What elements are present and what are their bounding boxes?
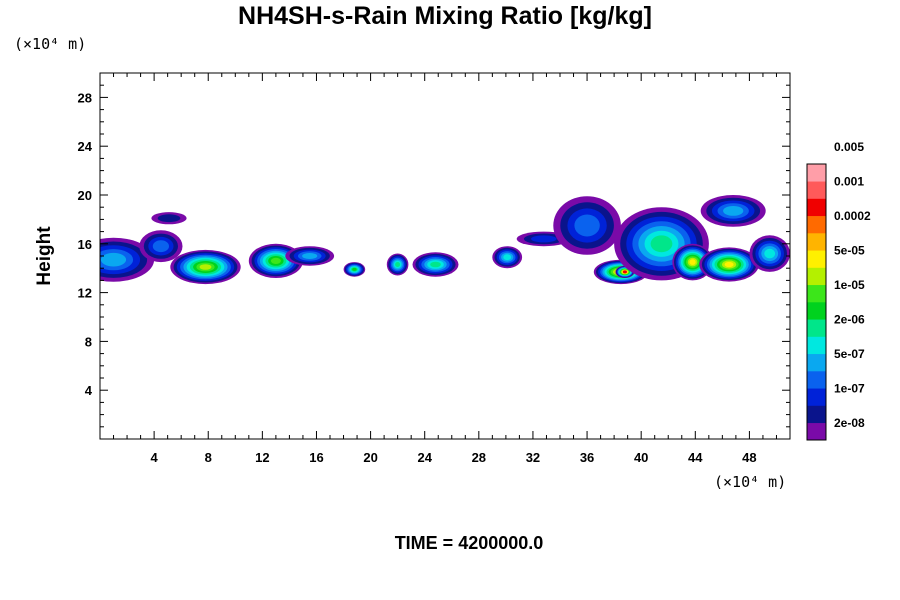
cloud-feature: [700, 195, 766, 227]
cloud-feature: [492, 246, 523, 269]
contour-level-9: [199, 264, 212, 270]
x-tick-label: 44: [688, 450, 703, 465]
contour-level-8: [270, 257, 281, 264]
colorbar-label: 0.001: [834, 174, 864, 188]
contour-level-5: [503, 254, 512, 261]
contour-level-2: [531, 235, 557, 243]
colorbar-label: 0.005: [834, 140, 864, 154]
contour-level-13: [622, 270, 627, 274]
x-tick-label: 8: [205, 450, 212, 465]
colorbar-swatch: [807, 250, 826, 268]
contour-level-4: [100, 252, 127, 267]
y-axis-label: Height: [34, 226, 55, 286]
y-tick-label: 16: [78, 237, 92, 252]
colorbar-swatch: [807, 353, 826, 372]
colorbar-swatch: [807, 405, 826, 424]
cloud-feature: [248, 243, 303, 278]
cloud-feature: [151, 212, 187, 225]
cloud-feature: [170, 249, 241, 285]
contour-level-10: [689, 259, 696, 265]
y-axis-ticks: 4 8 12 16 20 24 28: [78, 84, 790, 428]
y-tick-label: 8: [85, 334, 92, 349]
contour-level-4: [723, 206, 744, 216]
contour-level-5: [764, 248, 776, 259]
colorbar-swatch: [807, 388, 826, 406]
contour-level-1: [157, 214, 181, 223]
y-tick-label: 20: [78, 188, 92, 203]
colorbar-label: 0.0002: [834, 209, 871, 223]
colorbar-swatch: [807, 198, 826, 217]
colorbar-swatch: [807, 371, 826, 389]
x-tick-label: 32: [526, 450, 540, 465]
x-tick-label: 48: [742, 450, 756, 465]
colorbar-label: 1e-07: [834, 381, 865, 395]
x-axis-ticks: 4 8 12 16 20 24 28 32 36 40 44 48: [113, 73, 777, 465]
cloud-feature: [516, 231, 571, 247]
time-label: TIME = 4200000.0: [395, 533, 544, 553]
chart-title: NH4SH-s-Rain Mixing Ratio [kg/kg]: [238, 2, 652, 30]
contour-level-10: [724, 261, 734, 268]
colorbar-label: 2e-06: [834, 312, 865, 326]
colorbar-swatch: [807, 319, 826, 337]
y-tick-label: 24: [78, 139, 93, 154]
x-tick-label: 28: [472, 450, 486, 465]
colorbar-swatch: [807, 336, 826, 355]
colorbar-swatch: [807, 422, 826, 441]
x-tick-label: 16: [309, 450, 323, 465]
cloud-feature: [343, 262, 366, 277]
x-unit-label: (×10⁴ m): [714, 473, 786, 491]
cloud-feature: [100, 237, 155, 282]
colorbar-label: 1e-05: [834, 278, 865, 292]
contour-level-6: [395, 262, 401, 267]
contour-level-3: [152, 240, 169, 253]
contour-level-7: [352, 267, 357, 271]
colorbar-swatch: [807, 215, 826, 234]
colorbar-label: 5e-05: [834, 243, 865, 257]
x-tick-label: 4: [151, 450, 159, 465]
mixing-ratio-field: [100, 195, 790, 285]
cloud-feature: [285, 246, 335, 266]
cloud-feature: [699, 247, 759, 282]
y-unit-label: (×10⁴ m): [14, 35, 86, 53]
contour-level-6: [650, 235, 673, 253]
x-tick-label: 36: [580, 450, 594, 465]
colorbar-swatch: [807, 302, 826, 320]
colorbar-swatch: [807, 267, 826, 286]
colorbar-swatch: [807, 284, 826, 303]
x-tick-label: 12: [255, 450, 269, 465]
x-tick-label: 40: [634, 450, 648, 465]
y-tick-label: 4: [85, 383, 93, 398]
cloud-feature: [386, 253, 409, 276]
x-tick-label: 24: [417, 450, 432, 465]
y-tick-label: 28: [78, 90, 92, 105]
x-tick-label: 20: [363, 450, 377, 465]
cloud-feature: [139, 230, 183, 263]
colorbar-label: 5e-07: [834, 347, 865, 361]
cloud-feature: [553, 196, 621, 255]
y-tick-label: 12: [78, 286, 92, 301]
contour-level-6: [430, 261, 441, 268]
colorbar: 2e-08 1e-07 5e-07 2e-06 1e-05 5e-05 0.0002 0.00…: [806, 140, 871, 441]
contour-level-4: [302, 253, 318, 259]
contour-level-3: [574, 214, 600, 237]
colorbar-frame: [806, 163, 827, 441]
cloud-feature: [749, 235, 790, 272]
colorbar-swatch: [807, 164, 826, 182]
colorbar-swatch: [807, 181, 826, 199]
cloud-feature: [412, 252, 459, 277]
colorbar-label: 2e-08: [834, 416, 865, 430]
colorbar-swatch: [807, 233, 826, 251]
